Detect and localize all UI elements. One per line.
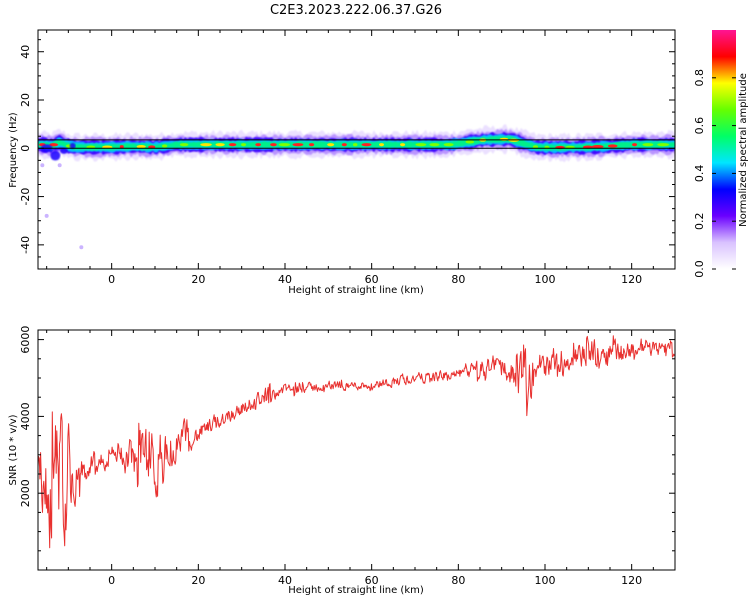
spectral-peak [241, 143, 247, 147]
reference-lines [38, 139, 675, 149]
spectral-peak [270, 143, 277, 147]
spectral-peak [215, 143, 225, 147]
snr-series [38, 335, 675, 549]
spectral-blob [69, 142, 76, 149]
spectral-speck [44, 213, 49, 218]
spectral-speck [57, 163, 62, 168]
spectrogram-y-ticks: -40 -20 0 20 40 [19, 39, 675, 270]
colorbar-gradient [712, 30, 736, 269]
snr-x-tick-label: 120 [621, 574, 642, 587]
spectral-peak [161, 144, 168, 148]
snr-x-ticks: 0 20 40 60 80 100 120 [46, 330, 676, 587]
spectrogram-x-tick-label: 100 [535, 273, 556, 286]
colorbar: 0.0 0.2 0.4 0.6 0.8 Normalized spectral ampl… [693, 30, 749, 278]
spectral-speck [40, 163, 45, 168]
spectral-peak [119, 145, 124, 149]
spectral-peak [361, 143, 372, 147]
spectrogram-y-tick-label: 40 [19, 45, 32, 59]
spectral-peak [400, 143, 406, 147]
spectrogram-panel: 0 20 40 60 80 100 120 -40 -20 0 20 40 Height of st… [8, 29, 676, 296]
spectral-peak [415, 143, 427, 147]
spectral-peak [179, 143, 189, 147]
spectrogram-x-tick-label: 0 [108, 273, 115, 286]
colorbar-tick-label: 0.4 [693, 165, 706, 183]
colorbar-tick-label: 0.0 [693, 260, 706, 278]
spectrogram-y-tick-label: 0 [19, 145, 32, 152]
snr-y-axis-label: SNR (10 * v/v) [8, 414, 19, 485]
snr-x-tick-label: 20 [191, 574, 205, 587]
spectrogram-x-axis-label: Height of straight line (km) [288, 285, 424, 296]
colorbar-ticks: 0.0 0.2 0.4 0.6 0.8 [693, 69, 736, 278]
spectral-peak [532, 145, 539, 149]
spectral-peak [341, 143, 347, 147]
snr-x-tick-label: 0 [108, 574, 115, 587]
snr-frame [37, 329, 676, 571]
colorbar-label: Normalized spectral amplitude [738, 73, 749, 227]
snr-x-tick-label: 100 [535, 574, 556, 587]
spectral-peak [591, 145, 604, 149]
spectral-peak [292, 143, 304, 147]
snr-x-tick-label: 60 [365, 574, 379, 587]
spectrogram-y-tick-label: 20 [19, 93, 32, 107]
colorbar-tick-label: 0.6 [693, 117, 706, 135]
spectral-peak [379, 143, 385, 147]
colorbar-tick-label: 0.8 [693, 69, 706, 87]
spectral-peak [429, 143, 440, 147]
spectral-peak [136, 145, 146, 149]
spectral-peak [443, 143, 454, 147]
spectrogram-y-tick-label: -40 [19, 236, 32, 254]
snr-x-tick-label: 40 [278, 574, 292, 587]
snr-y-ticks: 2000 4000 6000 [19, 326, 675, 571]
spectrogram-x-tick-label: 20 [191, 273, 205, 286]
snr-y-tick-label: 6000 [19, 326, 32, 354]
spectral-peak [327, 143, 335, 147]
spectral-peak [642, 143, 654, 147]
spectral-speck [79, 245, 84, 250]
spectral-band [38, 124, 675, 250]
spectral-peak [255, 143, 261, 147]
spectrogram-x-tick-label: 80 [451, 273, 465, 286]
spectrogram-x-ticks: 0 20 40 60 80 100 120 [46, 30, 676, 286]
spectral-peak [465, 140, 475, 144]
spectrogram-y-axis-label: Frequency (Hz) [8, 112, 19, 188]
spectral-peak [49, 143, 59, 147]
colorbar-tick-label: 0.2 [693, 212, 706, 230]
snr-x-axis-label: Height of straight line (km) [288, 585, 424, 596]
snr-y-tick-label: 2000 [19, 479, 32, 507]
spectrogram-x-tick-label: 40 [278, 273, 292, 286]
spectrogram-frame [37, 29, 676, 270]
spectral-peak [308, 143, 315, 147]
spectrogram-y-tick-label: -20 [19, 188, 32, 206]
spectral-peak [148, 145, 156, 149]
snr-x-tick-label: 80 [451, 574, 465, 587]
spectral-peak [607, 144, 618, 148]
spectral-blob [60, 147, 68, 154]
spectral-peak [228, 143, 237, 147]
spectrogram-x-tick-label: 60 [365, 273, 379, 286]
snr-line [38, 335, 675, 549]
spectral-peak [499, 137, 509, 141]
spectral-peak [278, 143, 291, 147]
snr-y-tick-label: 4000 [19, 402, 32, 430]
snr-plot-area [38, 330, 675, 570]
spectral-peak [200, 143, 212, 147]
spectral-peak [632, 143, 638, 147]
figure-title: C2E3.2023.222.06.37.G26 [270, 3, 442, 18]
snr-panel: 0 20 40 60 80 100 120 2000 4000 6000 Height of s… [8, 326, 676, 596]
spectral-peak [657, 143, 670, 147]
spectrogram-x-tick-label: 120 [621, 273, 642, 286]
spectral-blob [50, 150, 61, 161]
spectral-peak [352, 143, 358, 147]
